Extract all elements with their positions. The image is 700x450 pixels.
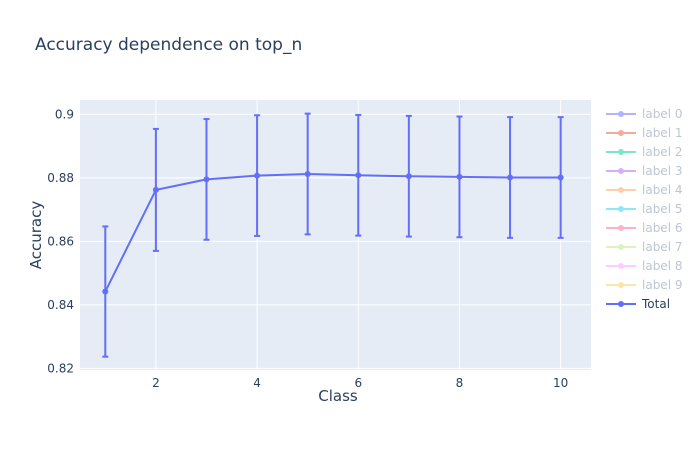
legend-marker bbox=[618, 244, 624, 250]
x-axis-title: Class bbox=[318, 387, 358, 405]
legend-item[interactable]: label 3 bbox=[606, 164, 682, 178]
chart-title: Accuracy dependence on top_n bbox=[35, 35, 302, 55]
legend-label: label 1 bbox=[642, 126, 682, 140]
data-points bbox=[102, 171, 564, 295]
y-tick-label: 0.9 bbox=[55, 107, 74, 121]
legend-item[interactable]: label 4 bbox=[606, 183, 682, 197]
legend-label: label 4 bbox=[642, 183, 682, 197]
series-lines bbox=[104, 173, 561, 292]
data-point bbox=[152, 186, 159, 193]
x-tick-label: 6 bbox=[354, 376, 362, 390]
y-tick-label: 0.82 bbox=[47, 361, 74, 375]
x-tick-label: 8 bbox=[456, 376, 464, 390]
data-point bbox=[456, 173, 463, 180]
legend: label 0 label 1 label 2 label 3 label 4 label… bbox=[606, 107, 682, 311]
y-tick-label: 0.84 bbox=[47, 298, 74, 312]
legend-label: label 0 bbox=[642, 107, 682, 121]
plot-area bbox=[80, 100, 591, 370]
legend-marker bbox=[618, 225, 624, 231]
x-tick-label: 10 bbox=[553, 376, 568, 390]
x-tick-label: 2 bbox=[152, 376, 160, 390]
legend-item[interactable]: label 5 bbox=[606, 202, 682, 216]
legend-marker bbox=[618, 282, 624, 288]
legend-item[interactable]: Total bbox=[606, 297, 670, 311]
y-tick-label: 0.86 bbox=[47, 234, 74, 248]
x-axis-ticks: 2 4 6 8 10 bbox=[152, 376, 568, 390]
legend-label: label 2 bbox=[642, 145, 682, 159]
data-point bbox=[254, 172, 261, 179]
legend-label: label 8 bbox=[642, 259, 682, 273]
data-point bbox=[102, 288, 109, 295]
legend-label: label 9 bbox=[642, 278, 682, 292]
legend-marker bbox=[618, 130, 624, 136]
legend-item[interactable]: label 8 bbox=[606, 259, 682, 273]
data-point bbox=[355, 172, 362, 179]
legend-label: label 3 bbox=[642, 164, 682, 178]
legend-marker bbox=[618, 187, 624, 193]
y-tick-label: 0.88 bbox=[47, 171, 74, 185]
legend-item[interactable]: label 2 bbox=[606, 145, 682, 159]
data-point bbox=[203, 176, 210, 183]
legend-item[interactable]: label 7 bbox=[606, 240, 682, 254]
legend-item[interactable]: label 1 bbox=[606, 126, 682, 140]
legend-marker bbox=[618, 301, 624, 307]
data-point bbox=[405, 173, 412, 180]
y-axis-title: Accuracy bbox=[27, 201, 45, 270]
legend-marker bbox=[618, 149, 624, 155]
legend-item[interactable]: label 9 bbox=[606, 278, 682, 292]
data-point bbox=[507, 174, 514, 181]
legend-item[interactable]: label 0 bbox=[606, 107, 682, 121]
legend-marker bbox=[618, 263, 624, 269]
legend-item[interactable]: label 6 bbox=[606, 221, 682, 235]
legend-label: label 5 bbox=[642, 202, 682, 216]
legend-marker bbox=[618, 206, 624, 212]
data-point bbox=[304, 171, 311, 178]
legend-label: label 7 bbox=[642, 240, 682, 254]
data-point bbox=[557, 174, 564, 181]
legend-label: Total bbox=[641, 297, 670, 311]
series-line-total bbox=[104, 173, 561, 292]
legend-label: label 6 bbox=[642, 221, 682, 235]
legend-marker bbox=[618, 168, 624, 174]
legend-marker bbox=[618, 111, 624, 117]
x-tick-label: 4 bbox=[253, 376, 261, 390]
y-axis-ticks: 0.82 0.84 0.86 0.88 0.9 bbox=[47, 107, 74, 375]
